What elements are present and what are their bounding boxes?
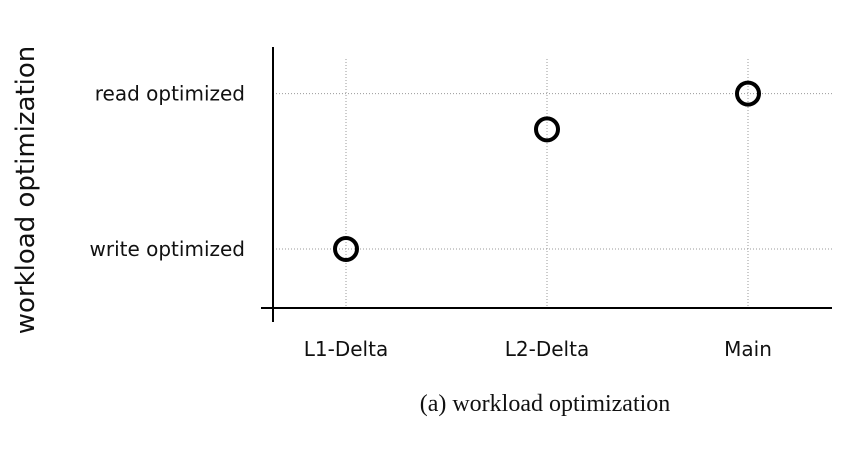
data-point-marker [534, 116, 560, 143]
x-tick-labels: L1-Delta L2-Delta Main [304, 337, 772, 361]
y-tick-labels: write optimized read optimized [89, 82, 245, 261]
y-tick-label: read optimized [95, 82, 245, 106]
x-tick-label: Main [724, 337, 772, 361]
data-point-marker [735, 80, 761, 107]
y-tick-label: write optimized [89, 237, 245, 261]
x-tick-label: L2-Delta [505, 337, 589, 361]
grid-lines [273, 59, 832, 308]
x-tick-label: L1-Delta [304, 337, 388, 361]
data-point-marker [333, 235, 359, 262]
y-axis-label: workload optimization [11, 46, 41, 335]
data-points [333, 80, 761, 262]
chart-caption: (a) workload optimization [420, 391, 671, 417]
